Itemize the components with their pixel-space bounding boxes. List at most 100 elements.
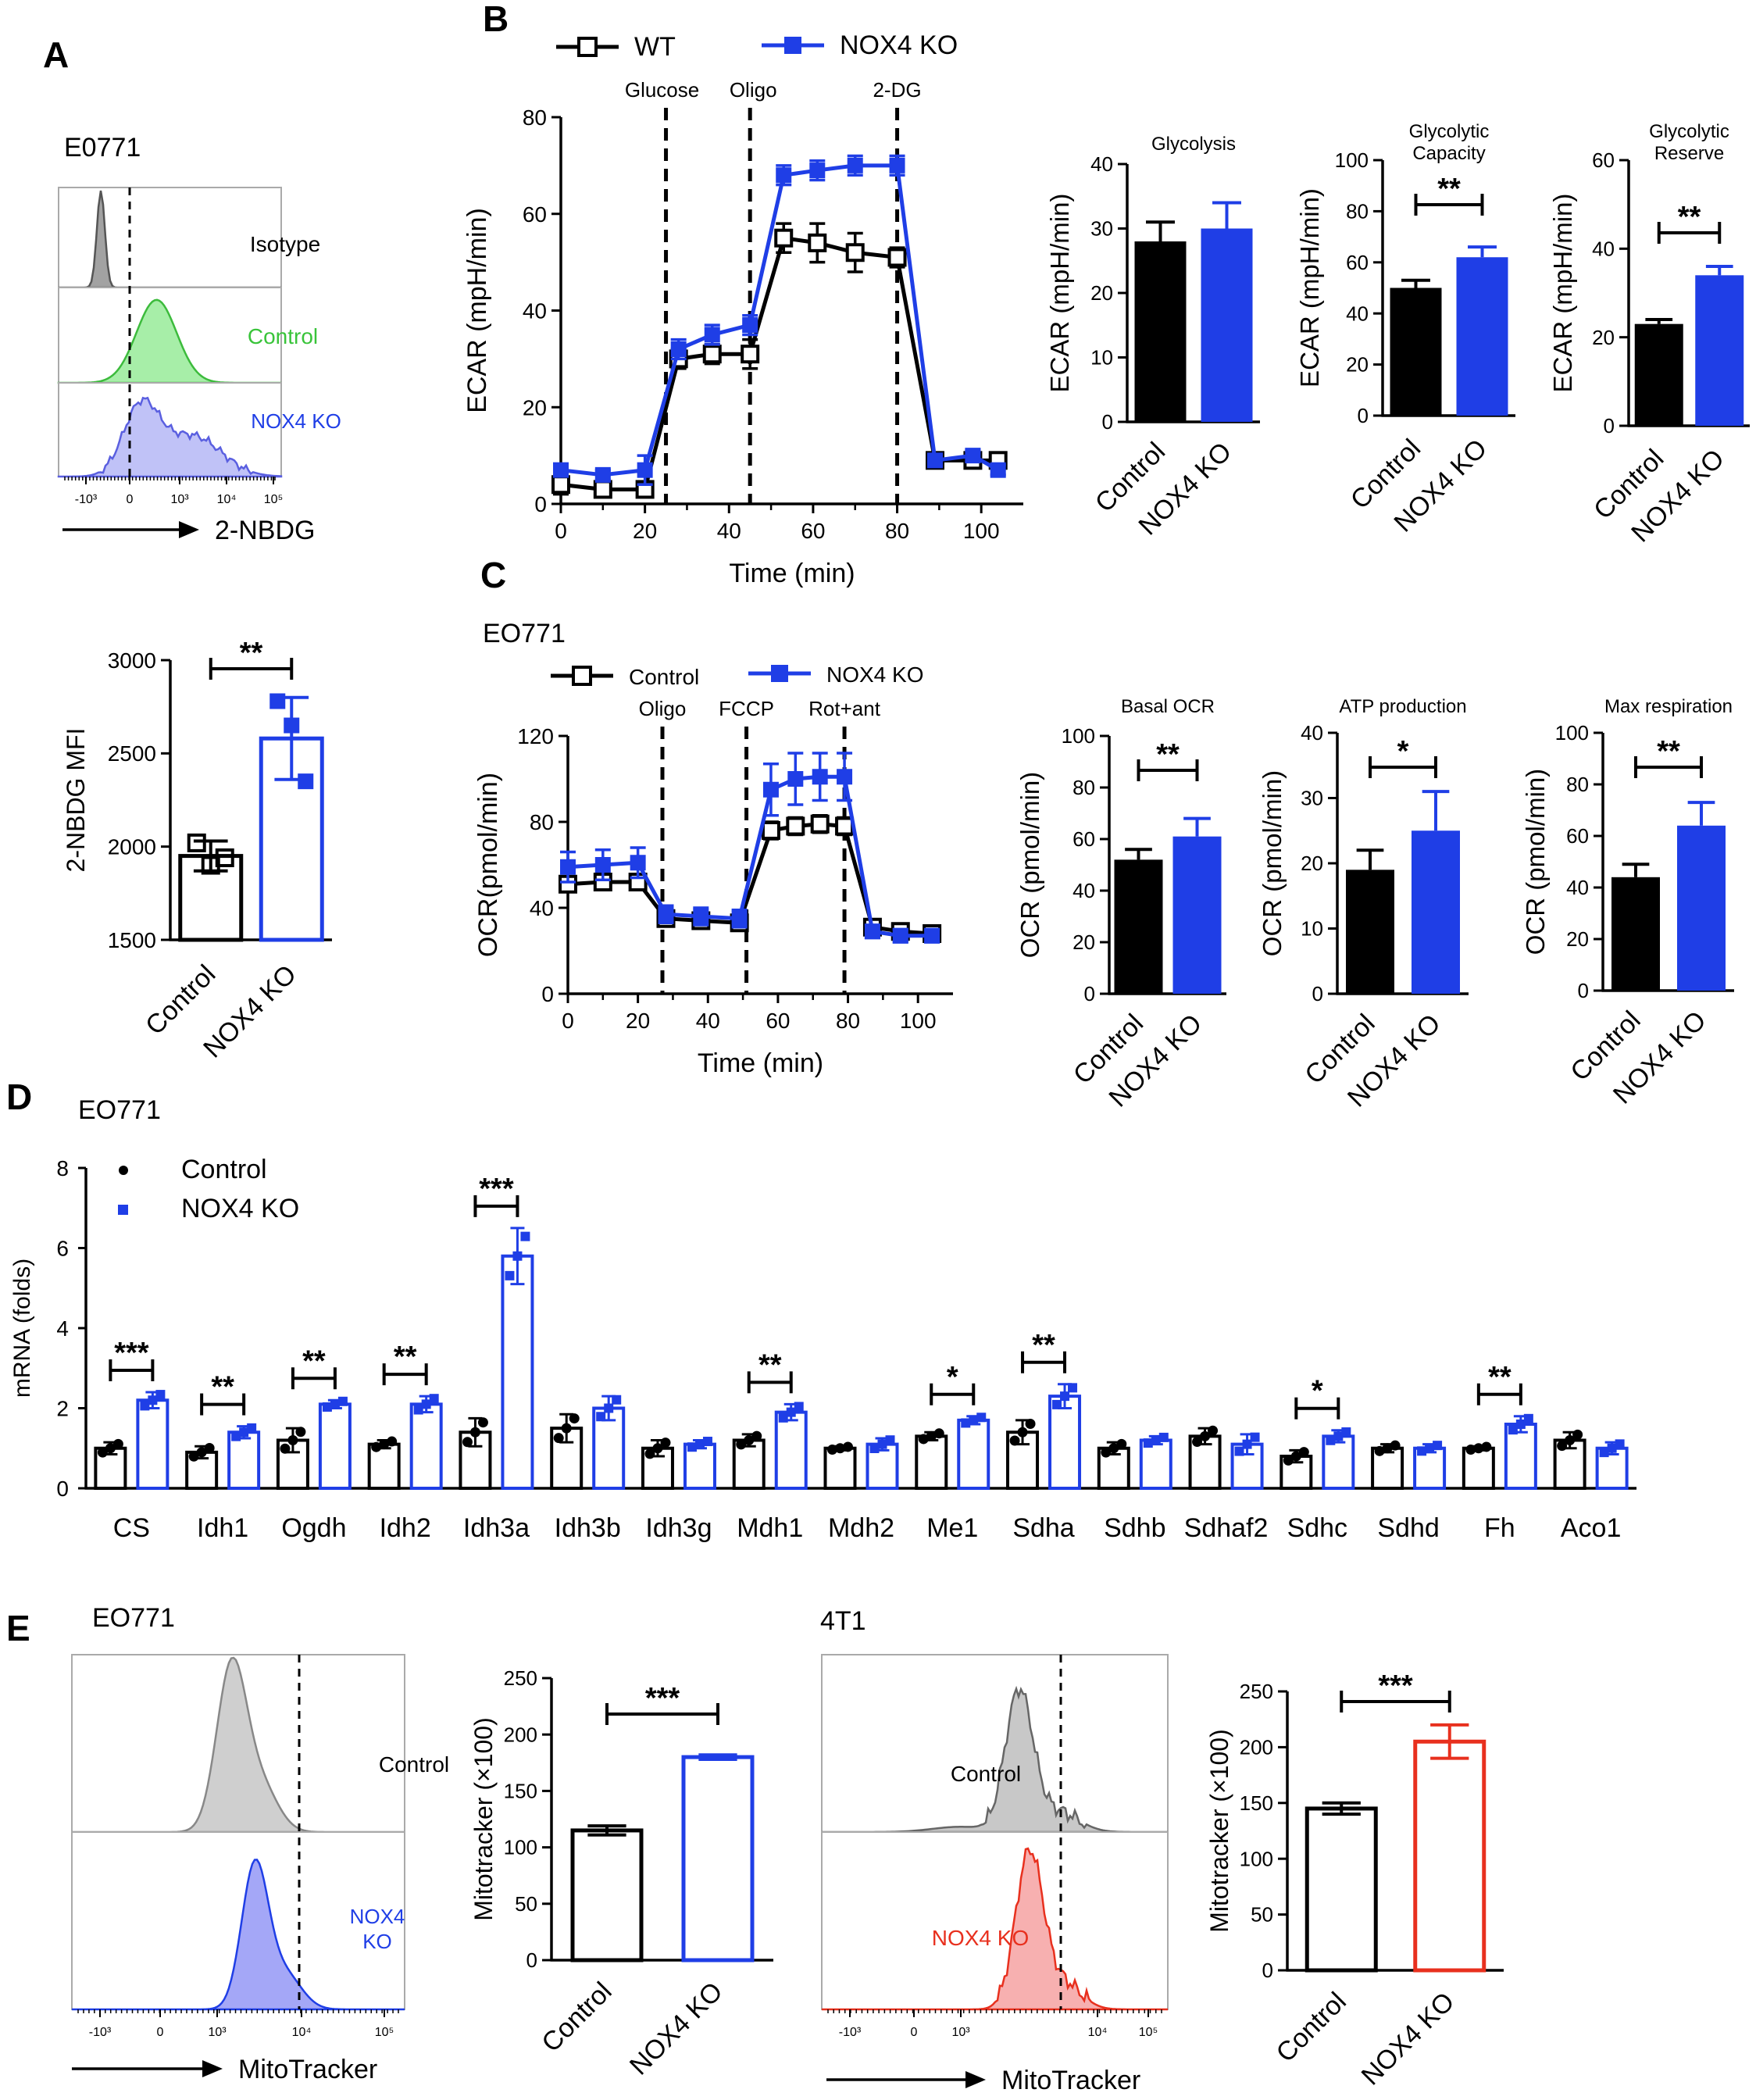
x-tick-label: -10³: [839, 2026, 862, 2039]
y-tick-label: 1500: [108, 928, 156, 952]
x-tick-label: 20: [633, 519, 657, 543]
y-tick-label: 40: [1090, 152, 1113, 176]
bar-Control: [1611, 877, 1660, 991]
data-point: [1283, 1455, 1294, 1466]
x-tick-label: 60: [766, 1009, 790, 1033]
bar-Idh3b-NOX4 KO: [592, 1406, 626, 1490]
x-tick-label: 60: [801, 519, 825, 543]
data-point: [1425, 1443, 1435, 1453]
data-point: [1143, 1438, 1153, 1448]
data-point: [421, 1399, 431, 1409]
y-tick-label: 0: [1578, 979, 1589, 1002]
y-tick-label: 80: [523, 105, 547, 130]
data-point: [247, 1423, 257, 1433]
y-tick-label: 40: [530, 896, 554, 920]
data-point: [337, 1396, 348, 1406]
data-point: [1557, 1441, 1568, 1452]
bar-NOX4 KO: [1695, 275, 1744, 426]
data-point: [751, 1430, 762, 1441]
x-axis-label: MitoTracker: [1001, 2066, 1140, 2095]
bar-NOX4 KO: [1677, 825, 1726, 991]
data-point: [787, 771, 804, 787]
y-tick-label: 50: [515, 1892, 537, 1916]
y-tick-label: 40: [523, 299, 547, 323]
data-point: [761, 821, 780, 840]
y-axis-label: mRNA (folds): [9, 1259, 35, 1398]
category-label: Idh3a: [463, 1513, 530, 1543]
injection-label: Oligo: [639, 697, 687, 720]
x-tick-label: 10⁴: [1088, 2026, 1108, 2039]
significance-stars: *: [1312, 1375, 1323, 1408]
data-point: [1572, 1429, 1583, 1440]
data-point: [280, 1443, 291, 1454]
bar-NOX4 KO: [1201, 228, 1253, 422]
data-point: [512, 1251, 523, 1261]
bar-NOX4 KO: [1456, 257, 1508, 416]
cell-line-label: EO771: [78, 1095, 161, 1125]
y-tick-label: 100: [1240, 1847, 1273, 1870]
data-point: [553, 462, 569, 478]
bar-Control: [1346, 870, 1394, 994]
x-tick-label: 0: [157, 2026, 164, 2039]
bar-NOX4 KO: [681, 1755, 755, 1962]
y-axis-label: OCR (pmol/min): [1521, 769, 1550, 955]
y-tick-label: 30: [1090, 217, 1113, 241]
significance-stars: **: [1156, 738, 1180, 771]
data-point: [298, 773, 314, 790]
bar-NOX4 KO: [1413, 1739, 1487, 1973]
data-point: [704, 327, 720, 343]
significance-stars: *: [947, 1361, 958, 1394]
y-tick-label: 60: [1592, 148, 1615, 172]
y-tick-label: 250: [504, 1666, 537, 1690]
y-tick-label: 80: [1566, 773, 1589, 796]
data-point: [1242, 1439, 1252, 1449]
x-tick-label: 100: [900, 1009, 937, 1033]
legend-marker: [572, 666, 592, 686]
data-point: [112, 1438, 123, 1449]
y-tick-label: 10: [1090, 346, 1113, 370]
significance-stars: ***: [645, 1682, 680, 1715]
data-point: [926, 452, 943, 469]
data-point: [835, 1443, 845, 1454]
data-point: [551, 475, 570, 495]
data-point: [889, 157, 905, 173]
data-point: [762, 781, 779, 798]
y-axis-label: Mitotracker (×100): [1205, 1729, 1233, 1933]
data-point: [239, 1427, 249, 1438]
data-point: [140, 1401, 150, 1411]
category-label: Sdhd: [1377, 1513, 1439, 1543]
y-axis-label: ECAR (mpH/min): [1295, 188, 1324, 388]
data-point: [658, 906, 674, 923]
y-tick-label: 200: [504, 1723, 537, 1746]
data-point: [1481, 1441, 1492, 1452]
data-point: [1599, 1448, 1609, 1458]
category-label: Idh3b: [555, 1513, 621, 1543]
y-tick-label: 80: [1346, 200, 1369, 223]
data-point: [869, 1444, 880, 1454]
category-label: Idh1: [197, 1513, 248, 1543]
y-tick-label: 3000: [108, 648, 156, 673]
bar-Sdhd-NOX4 KO: [1413, 1446, 1447, 1490]
data-point: [845, 243, 865, 262]
bar-CS-NOX4 KO: [136, 1398, 170, 1490]
legend-marker: [784, 37, 801, 54]
category-label: Sdhc: [1287, 1513, 1348, 1543]
histogram-nox4-ko: [72, 1859, 405, 2011]
x-tick-label: 40: [696, 1009, 720, 1033]
bar-Sdha-NOX4 KO: [1048, 1395, 1082, 1490]
data-point: [553, 1433, 564, 1444]
data-point: [322, 1402, 332, 1412]
category-label: Control: [536, 1977, 617, 2058]
injection-label: Oligo: [730, 78, 777, 102]
data-point: [918, 1434, 929, 1445]
y-tick-label: 40: [1301, 721, 1323, 745]
y-tick-label: 20: [1090, 281, 1113, 305]
cell-line-label: EO771: [483, 619, 566, 648]
category-label: Sdhaf2: [1184, 1513, 1269, 1543]
x-axis-label: Time (min): [729, 559, 855, 588]
y-tick-label: 2000: [108, 834, 156, 859]
data-point: [933, 1428, 944, 1439]
y-tick-label: 0: [526, 1948, 537, 1972]
data-point: [560, 859, 576, 875]
data-point: [413, 1405, 423, 1415]
